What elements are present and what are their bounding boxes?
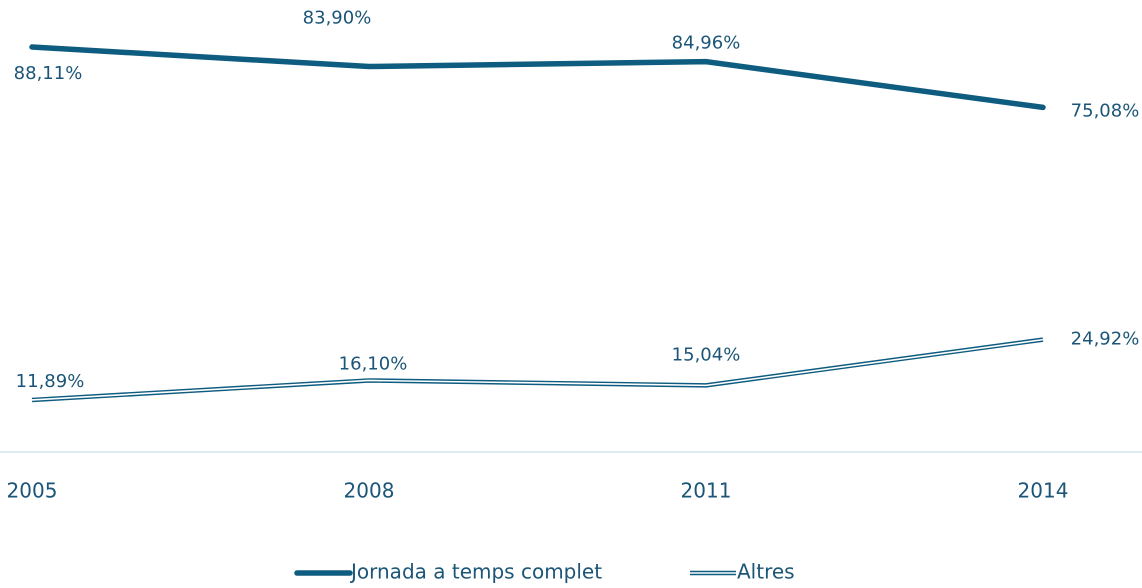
series-line-inner [31,338,1044,401]
series-line [29,44,1046,111]
data-label: 84,96% [672,33,741,54]
x-tick-label: 2005 [7,479,58,503]
legend-label: Jornada a temps complet [349,560,602,584]
x-tick-label: 2008 [344,479,395,503]
data-label: 16,10% [339,353,408,374]
data-label: 15,04% [672,344,741,365]
data-label: 75,08% [1071,100,1140,121]
x-tick-label: 2011 [681,479,732,503]
data-label: 11,89% [16,371,85,392]
data-label: 83,90% [303,8,372,29]
data-label: 24,92% [1071,329,1140,350]
data-label: 88,11% [14,63,83,84]
x-tick-label: 2014 [1018,479,1069,503]
legend-label: Altres [737,560,795,584]
